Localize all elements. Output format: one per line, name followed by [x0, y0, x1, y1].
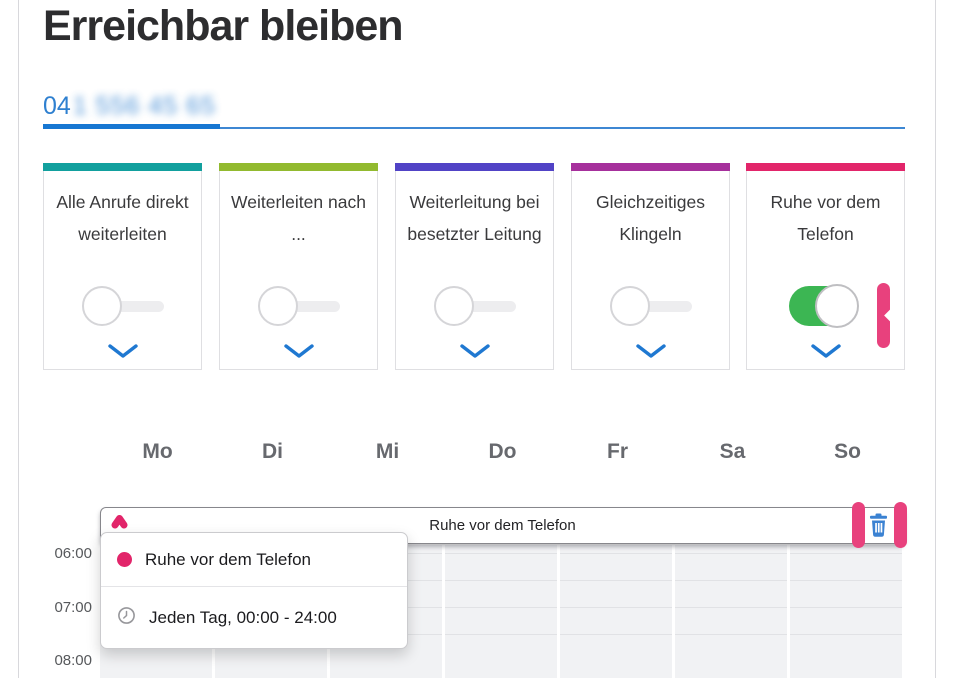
toggle-knob [814, 284, 859, 328]
tab-phone-number[interactable]: 04 1 556 45 65 [43, 92, 216, 121]
toggle-track [103, 301, 164, 312]
card-accent-bar [571, 163, 730, 171]
day-label-mo: Mo [142, 440, 173, 463]
trash-icon[interactable] [865, 513, 891, 539]
clock-icon [117, 606, 136, 630]
card-label: Gleichzeitiges Klingeln [596, 192, 705, 244]
calendar-column-sa[interactable] [675, 545, 787, 678]
toggle-knob [81, 286, 122, 326]
toggle-track [631, 301, 692, 312]
time-label-08: 08:00 [54, 652, 92, 669]
card-accent-bar [43, 163, 202, 171]
chevron-down-icon[interactable] [458, 343, 492, 361]
card-accent-bar [746, 163, 905, 171]
toggle-track [455, 301, 516, 312]
card-weiterleiten-nach: Weiterleiten nach ... [219, 163, 378, 370]
annotation-marker [877, 283, 897, 348]
toggle-knob [433, 286, 474, 326]
tooltip-schedule: Jeden Tag, 00:00 - 24:00 [149, 607, 337, 627]
tooltip-title-row: Ruhe vor dem Telefon [101, 533, 407, 586]
tab-bar-line [43, 127, 905, 129]
chevron-down-icon[interactable] [634, 343, 668, 361]
annotation-marker [894, 502, 907, 548]
tooltip-schedule-row: Jeden Tag, 00:00 - 24:00 [101, 587, 407, 648]
card-label: Weiterleitung bei besetzter Leitung [407, 192, 542, 244]
event-banner-label: Ruhe vor dem Telefon [429, 517, 576, 534]
chevron-down-icon[interactable] [809, 343, 843, 361]
toggle-weiterleiten-nach[interactable] [257, 284, 340, 328]
right-page-divider [935, 0, 936, 678]
toggle-alle-anrufe[interactable] [81, 284, 164, 328]
chevron-down-icon[interactable] [106, 343, 140, 361]
card-label: Alle Anrufe direkt weiterleiten [56, 192, 189, 244]
card-gleichzeitiges-klingeln: Gleichzeitiges Klingeln [571, 163, 730, 370]
toggle-track [279, 301, 340, 312]
weekday-header: Mo Di Mi Do Fr Sa So [100, 440, 905, 464]
card-label: Ruhe vor dem Telefon [770, 192, 881, 244]
phone-number-redacted: 1 556 45 65 [72, 92, 216, 120]
tooltip-divider [101, 586, 407, 587]
active-tab-indicator [43, 124, 220, 129]
calendar-column-so[interactable] [790, 545, 902, 678]
card-accent-bar [219, 163, 378, 171]
event-tooltip: Ruhe vor dem Telefon Jeden Tag, 00:00 - … [100, 532, 408, 649]
page-title: Erreichbar bleiben [43, 2, 404, 50]
card-accent-bar [395, 163, 554, 171]
day-label-mi: Mi [375, 440, 400, 463]
day-label-fr: Fr [607, 440, 628, 463]
card-alle-anrufe: Alle Anrufe direkt weiterleiten [43, 163, 202, 370]
day-label-sa: Sa [719, 440, 746, 463]
event-continues-up-icon [110, 513, 129, 535]
time-label-07: 07:00 [54, 599, 92, 616]
calendar-column-fr[interactable] [560, 545, 672, 678]
card-label: Weiterleiten nach ... [231, 192, 366, 244]
day-label-do: Do [488, 440, 517, 463]
toggle-weiterleitung-besetzt[interactable] [433, 284, 516, 328]
time-label-06: 06:00 [54, 545, 92, 562]
day-label-di: Di [262, 440, 283, 463]
tooltip-title: Ruhe vor dem Telefon [145, 549, 312, 569]
chevron-down-icon[interactable] [282, 343, 316, 361]
day-label-so: So [834, 440, 861, 463]
event-color-dot [117, 552, 132, 567]
toggle-ruhe-vor-dem-telefon[interactable] [785, 284, 867, 328]
card-weiterleitung-besetzt: Weiterleitung bei besetzter Leitung [395, 163, 554, 370]
annotation-marker [852, 502, 865, 548]
left-page-divider [18, 0, 19, 678]
toggle-knob [609, 286, 650, 326]
toggle-knob [257, 286, 298, 326]
toggle-gleichzeitiges-klingeln[interactable] [609, 284, 692, 328]
calendar-column-do[interactable] [445, 545, 557, 678]
phone-number-visible: 04 [43, 92, 71, 120]
